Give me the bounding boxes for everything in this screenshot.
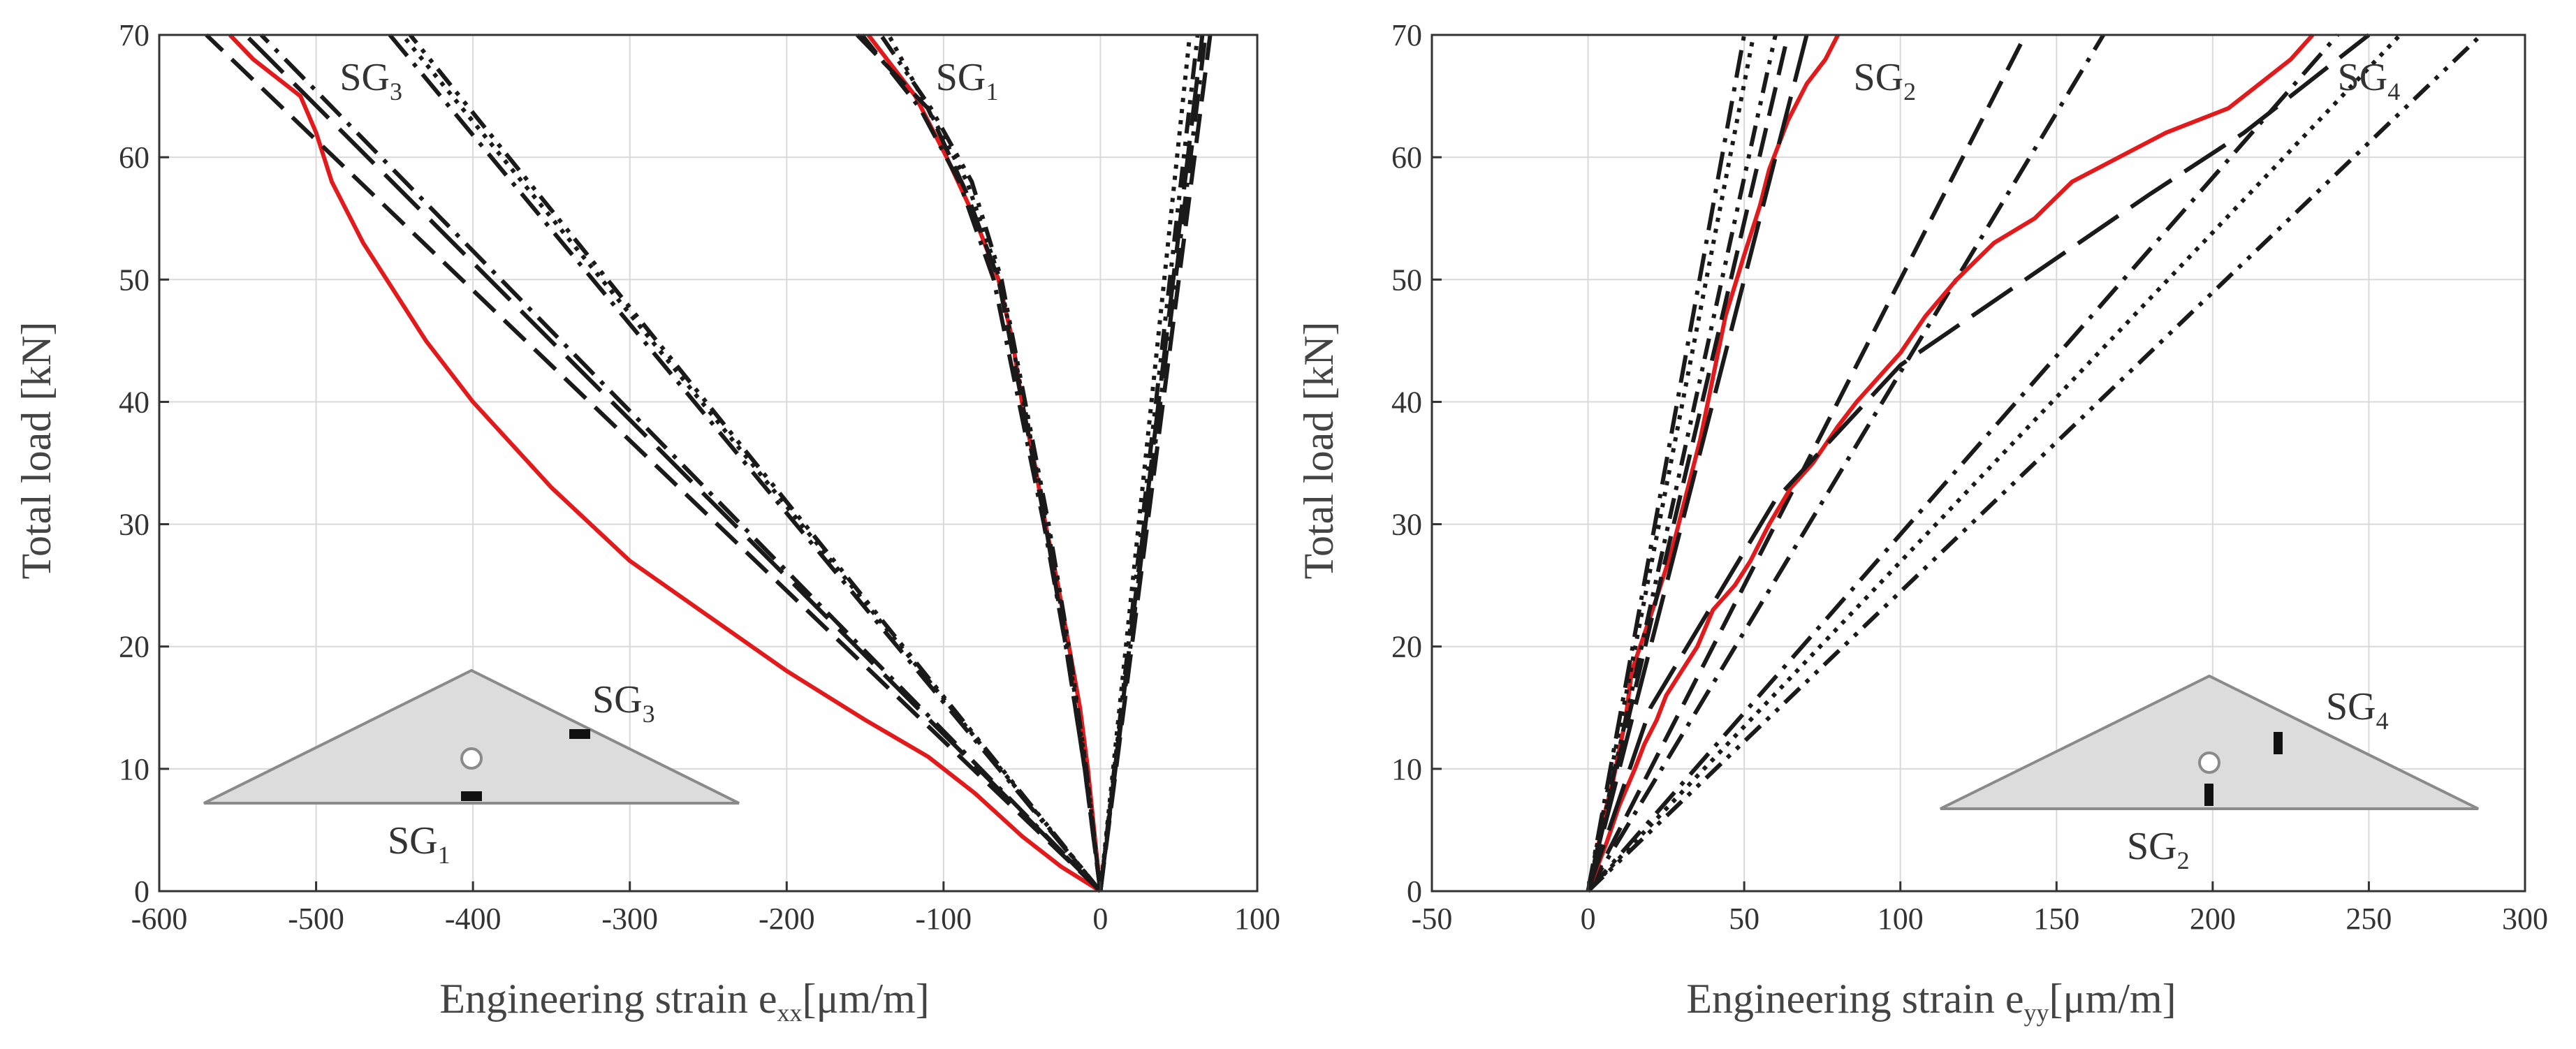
left-x-tick-label: -100 [916, 902, 972, 936]
right-inset-diagram: SG4 SG2 [1940, 674, 2479, 874]
left-chart: -600 -500 -400 -300 -200 -100 0 100 0 10 20 30 40 50 6… [13, 18, 1280, 1027]
right-inset-gauge-bottom [2204, 784, 2213, 806]
right-y-tick-label: 60 [1391, 140, 1422, 175]
right-x-tick-label: 50 [1729, 902, 1759, 936]
right-series-sg2-model-e [1586, 34, 1809, 892]
left-curves [205, 33, 1213, 893]
left-annotation-sg1: SG1 [936, 56, 999, 105]
left-inset-gauge-top [569, 729, 590, 739]
left-series-transverse-model-e [1098, 34, 1213, 892]
right-annotation-sg2: SG2 [1854, 56, 1917, 105]
right-series-sg4-model-a [1586, 34, 2339, 893]
left-y-tick-label: 30 [119, 508, 149, 542]
left-annotation-sg3: SG3 [339, 56, 402, 105]
left-y-tick-label: 0 [134, 874, 149, 909]
left-x-tick-label: -200 [759, 902, 815, 936]
right-plot-frame [1430, 34, 2526, 893]
left-series-sg3-model-a [205, 33, 1102, 893]
left-y-tick-label: 40 [119, 385, 149, 419]
right-y-tick-label: 70 [1391, 18, 1422, 52]
right-x-axis-label: Engineering strain eyy[μm/m] [1686, 976, 2176, 1027]
right-y-tick-label: 50 [1391, 263, 1422, 297]
left-y-tick-label: 20 [119, 630, 149, 664]
left-inset-label-sg1: SG1 [388, 819, 451, 869]
right-y-tick-label: 20 [1391, 630, 1422, 664]
left-x-tick-label: -400 [445, 902, 502, 936]
right-y-tick-label: 10 [1391, 752, 1422, 786]
right-y-tick-label: 40 [1391, 385, 1422, 419]
left-series-transverse-model-a [1098, 34, 1192, 892]
right-series-sg4-measured [1586, 34, 2315, 893]
left-series-sg1-model-b [860, 34, 1103, 892]
left-x-tick-label: -600 [131, 902, 188, 936]
left-x-tick-label: -300 [601, 902, 658, 936]
left-inset-hole [460, 747, 483, 770]
right-series-sg2-measured [1586, 34, 1840, 892]
right-y-tick-label: 30 [1391, 508, 1422, 542]
right-series-sg2-model-d [1586, 34, 1790, 892]
right-inset-plate [1940, 674, 2479, 810]
right-x-tick-label: 250 [2346, 902, 2392, 936]
left-series-sg1-model-d [886, 34, 1103, 892]
right-series-sg2-model-a [1586, 34, 1747, 892]
left-series-sg3-measured [228, 33, 1102, 893]
left-y-tick-label: 70 [119, 18, 149, 52]
left-y-axis-label: Total load [kN] [13, 321, 59, 579]
left-plot-frame [158, 34, 1259, 893]
left-inset-label-sg3: SG3 [592, 678, 655, 728]
right-annotation-sg4: SG4 [2338, 56, 2401, 105]
right-x-tick-label: 0 [1581, 902, 1596, 936]
left-series-transverse-model-b [1098, 34, 1200, 892]
left-y-tick-label: 60 [119, 140, 149, 175]
left-y-tick-label: 50 [119, 263, 149, 297]
left-series-sg3-model-c [259, 33, 1102, 893]
left-series-sg1-model-a [856, 33, 1103, 892]
right-series-sg4-model-d [1586, 33, 2483, 893]
right-inset-label-sg4: SG4 [2326, 685, 2389, 735]
left-series-sg3-model-b [244, 33, 1102, 893]
left-series-sg1-measured [866, 34, 1103, 892]
right-x-tick-label: -50 [1412, 902, 1453, 936]
right-x-tick-label: 100 [1878, 902, 1924, 936]
left-y-tick-label: 10 [119, 752, 149, 786]
right-x-tick-label: 150 [2033, 902, 2079, 936]
left-x-tick-label: 0 [1092, 902, 1108, 936]
right-inset-label-sg2: SG2 [2127, 825, 2190, 874]
left-inset-gauge-bottom [461, 791, 482, 801]
right-series-sg2-model-c [1586, 34, 1778, 892]
right-inset-gauge-top [2274, 732, 2283, 754]
left-series-sg1-model-c [879, 34, 1103, 892]
right-x-tick-label: 200 [2190, 902, 2236, 936]
left-grid [159, 34, 1258, 892]
right-series-sg2-model-b [1586, 34, 1756, 892]
left-ticks: -600 -500 -400 -300 -200 -100 0 100 0 10 20 30 40 50 6… [119, 18, 1280, 936]
right-series-model-g [1586, 34, 2105, 893]
right-x-tick-label: 300 [2502, 902, 2548, 936]
left-series-sg3-model-f [408, 34, 1102, 893]
left-inset-diagram: SG3 SG1 [203, 668, 740, 869]
right-curves [1586, 33, 2483, 893]
right-inset-hole [2198, 751, 2220, 774]
left-x-axis-label: Engineering strain exx[μm/m] [439, 976, 929, 1027]
right-y-axis-label: Total load [kN] [1296, 321, 1342, 579]
right-y-tick-label: 0 [1407, 874, 1422, 909]
left-inset-plate [203, 668, 740, 805]
left-x-tick-label: -500 [288, 902, 344, 936]
left-x-tick-label: 100 [1234, 902, 1280, 936]
left-series-sg3-model-d [388, 34, 1102, 893]
right-series-sg4-model-b [1586, 33, 2371, 892]
